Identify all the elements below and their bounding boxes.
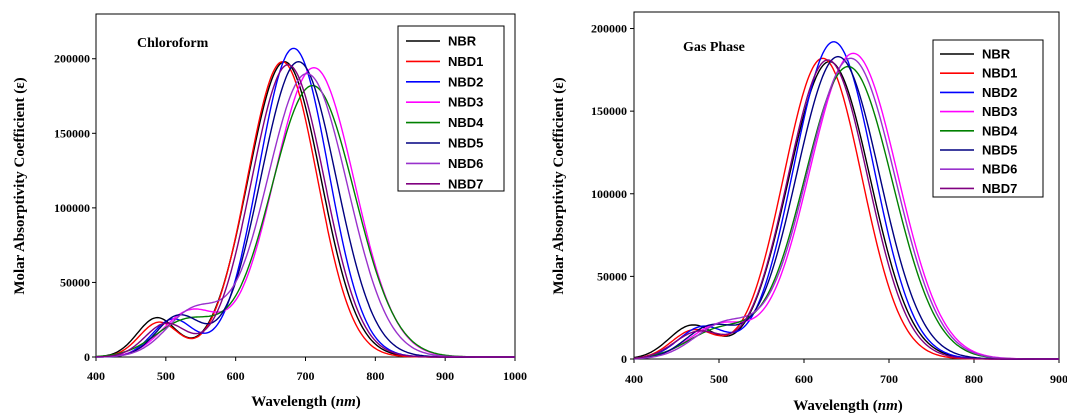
x-tick-label: 500: [710, 372, 728, 386]
x-axis-title: Wavelength (nm): [793, 398, 903, 413]
legend-label: NBD1: [982, 66, 1017, 81]
series-line-nbd6: [96, 72, 515, 358]
panel-title: Chloroform: [137, 36, 209, 51]
legend-label: NBD6: [982, 162, 1017, 177]
y-tick-label: 200000: [54, 52, 90, 66]
legend-label: NBD4: [448, 115, 484, 130]
legend-label: NBD2: [982, 85, 1017, 100]
x-axis-title: Wavelength (nm): [251, 394, 361, 410]
y-tick-label: 150000: [54, 126, 90, 140]
legend-label: NBD6: [448, 156, 483, 171]
legend-label: NBD3: [448, 95, 483, 110]
x-tick-label: 400: [625, 372, 643, 386]
x-tick-label: 900: [436, 369, 454, 383]
y-tick-label: 0: [84, 350, 90, 364]
legend-label: NBD7: [448, 176, 483, 191]
legend: NBR NBD1 NBD2 NBD3 NBD4 NBD5 NBD6 NBD7: [397, 25, 505, 192]
legend: NBR NBD1 NBD2 NBD3 NBD4 NBD5 NBD6 NBD7: [932, 39, 1044, 198]
x-tick-label: 600: [227, 369, 245, 383]
legend-label: NBD5: [982, 143, 1017, 158]
series-line-nbd4: [96, 84, 515, 358]
y-tick-label: 0: [621, 352, 627, 366]
plot-area: 400 500 600 700 800 900 1000 0 50000 100000 150000…: [54, 47, 527, 383]
legend-label: NBR: [448, 34, 477, 49]
legend-label: NBD2: [448, 74, 483, 89]
legend-label: NBD3: [982, 104, 1017, 119]
y-tick-label: 50000: [60, 275, 90, 289]
legend-label: NBR: [982, 47, 1011, 62]
y-tick-label: 100000: [591, 187, 627, 201]
y-tick-label: 100000: [54, 201, 90, 215]
chart-chloroform: Molar Absorptivity Coefficient (ε) Wavel…: [12, 13, 527, 410]
x-tick-label: 900: [1050, 372, 1067, 386]
legend-label: NBD7: [982, 181, 1017, 196]
y-tick-label: 150000: [591, 104, 627, 118]
y-tick-label: 50000: [597, 269, 627, 283]
series-line-nbd7: [95, 64, 515, 358]
series-line-nbd6: [634, 57, 1059, 360]
legend-label: NBD1: [448, 54, 483, 69]
panel-title: Gas Phase: [683, 40, 745, 55]
legend-label: NBD5: [448, 136, 483, 151]
legend-box: [932, 39, 1044, 198]
plot-frame: [633, 11, 1060, 360]
series-line-nbd7: [633, 59, 1059, 360]
x-tick-label: 700: [297, 369, 315, 383]
x-tick-label: 800: [965, 372, 983, 386]
x-tick-label: 800: [366, 369, 384, 383]
y-tick-label: 200000: [591, 22, 627, 36]
x-tick-label: 600: [795, 372, 813, 386]
plot-area: 400 500 600 700 800 900 0 50000 100000 150000 2000…: [591, 22, 1067, 386]
chart-gas-phase: Molar Absorptivity Coefficient (ε) Wavel…: [551, 11, 1067, 413]
x-tick-label: 400: [87, 369, 105, 383]
legend-label: NBD4: [982, 123, 1018, 138]
y-axis-title: Molar Absorptivity Coefficient (ε): [551, 77, 567, 294]
x-tick-label: 500: [157, 369, 175, 383]
x-tick-label: 1000: [503, 369, 527, 383]
y-axis-title: Molar Absorptivity Coefficient (ε): [12, 77, 28, 294]
x-tick-label: 700: [880, 372, 898, 386]
